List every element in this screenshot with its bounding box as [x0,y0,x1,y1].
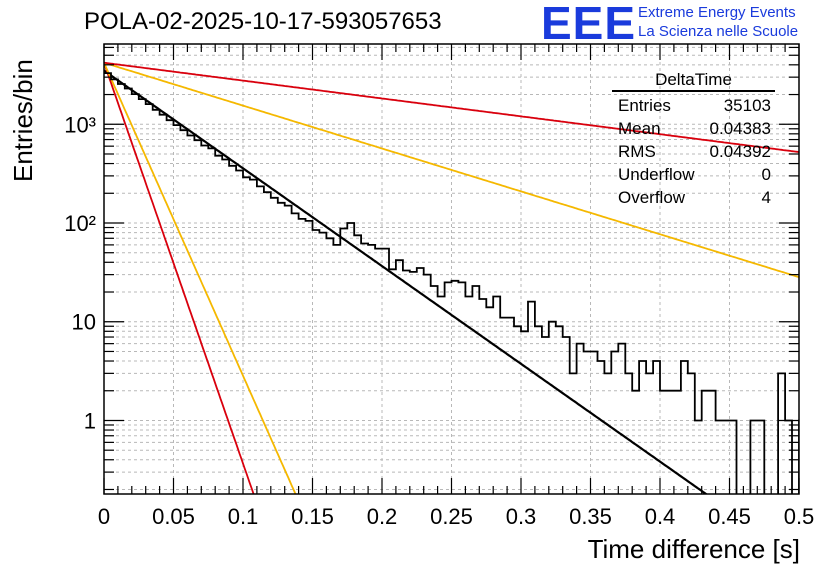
eee-logo: EEE [541,0,637,49]
stats-row-underflow: Underflow 0 [612,163,775,186]
x-tick-label: 0.4 [645,504,676,529]
x-tick-label: 0.2 [367,504,398,529]
curve-exp-red-shallow [104,61,799,153]
stats-row-entries: Entries 35103 [612,94,775,117]
grid [103,44,800,494]
curve-exp-yellow-steep [104,62,297,494]
stats-value: 0 [761,165,771,184]
axes [103,43,800,495]
stats-box: DeltaTime Entries 35103 Mean 0.04383 RMS 0.… [612,70,775,209]
stats-label: Underflow [618,165,695,184]
curve-exp-yellow-shallow [104,61,799,278]
stats-label: Mean [618,119,661,138]
x-tick-label: 0.25 [430,504,473,529]
curve-exp-red-steep [104,62,255,494]
histogram-outline [104,72,799,494]
stats-row-mean: Mean 0.04383 [612,117,775,140]
stats-label: Overflow [618,188,686,207]
chart-title: POLA-02-2025-10-17-593057653 [84,8,442,35]
stats-row-rms: RMS 0.04392 [612,140,775,163]
y-tick-label: 10³ [64,112,96,137]
y-tick-label: 10² [64,211,96,236]
y-tick-label: 10 [72,310,96,335]
stats-value: 0.04383 [709,119,771,138]
stats-title: DeltaTime [612,70,775,92]
logo-line-1: Extreme Energy Events [638,4,796,21]
x-tick-label: 0.15 [291,504,334,529]
x-tick-label: 0.5 [784,504,815,529]
logo-line-2: La Scienza nelle Scuole [638,23,799,40]
stats-value: 35103 [723,96,771,115]
x-tick-label: 0.05 [152,504,195,529]
x-tick-label: 0.1 [228,504,259,529]
y-tick-label: 1 [84,408,96,433]
tick-labels: 0 0.05 0.1 0.15 0.2 0.25 0.3 0.35 0.4 0.45 0.5 1 10 1… [64,112,814,529]
x-tick-label: 0 [98,504,110,529]
curve-fit [104,69,708,494]
x-tick-label: 0.3 [506,504,537,529]
x-tick-label: 0.45 [708,504,751,529]
y-axis-label: Entries/bin [8,59,38,182]
stats-value: 0.04392 [709,142,771,161]
stats-label: Entries [618,96,671,115]
stats-row-overflow: Overflow 4 [612,186,775,209]
x-axis-label: Time difference [s] [587,534,800,564]
curves [104,61,799,494]
stats-label: RMS [618,142,656,161]
histogram [104,72,799,494]
x-tick-label: 0.35 [569,504,612,529]
stats-value: 4 [761,188,771,207]
